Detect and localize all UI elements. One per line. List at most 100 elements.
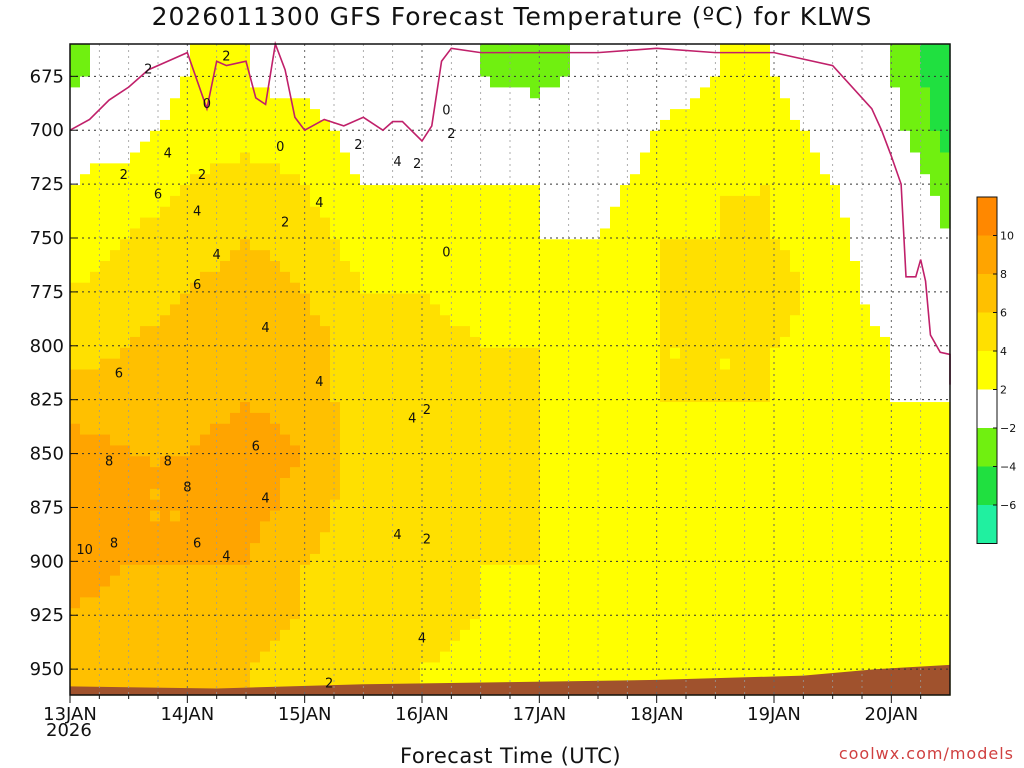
field-cell (400, 586, 411, 598)
field-cell (290, 217, 301, 230)
field-cell (690, 87, 701, 99)
field-cell (160, 402, 171, 414)
field-cell (520, 369, 531, 381)
field-cell (530, 217, 541, 230)
field-cell (80, 478, 91, 490)
field-cell (320, 412, 331, 425)
field-cell (330, 239, 341, 251)
field-cell (700, 174, 711, 186)
field-cell (600, 315, 611, 327)
field-cell (380, 553, 391, 566)
field-cell (510, 673, 521, 685)
field-cell (230, 619, 241, 631)
field-cell (450, 391, 461, 403)
field-cell (750, 532, 761, 544)
field-cell (280, 456, 291, 468)
field-cell (510, 391, 521, 403)
field-cell (400, 130, 411, 143)
field-cell (140, 228, 151, 240)
field-cell (230, 553, 241, 566)
field-cell (780, 543, 791, 555)
field-cell (260, 575, 271, 588)
field-cell (440, 629, 451, 642)
field-cell (780, 445, 791, 457)
field-cell (660, 347, 671, 360)
field-cell (800, 380, 811, 392)
field-cell (120, 380, 131, 392)
field-cell (780, 185, 791, 197)
field-cell (690, 141, 701, 154)
field-cell (710, 402, 721, 414)
field-cell (540, 445, 551, 457)
field-cell (400, 391, 411, 403)
field-cell (570, 261, 581, 273)
field-cell (340, 174, 351, 186)
field-cell (510, 326, 521, 338)
field-cell (390, 315, 401, 327)
field-cell (810, 261, 821, 273)
field-cell (100, 87, 111, 99)
field-cell (620, 673, 631, 685)
field-cell (80, 608, 91, 620)
field-cell (810, 152, 821, 164)
field-cell (420, 87, 431, 99)
field-cell (640, 391, 651, 403)
field-cell (200, 434, 211, 447)
field-cell (490, 293, 501, 305)
field-cell (310, 282, 321, 295)
field-cell (680, 456, 691, 468)
field-cell (330, 119, 341, 132)
field-cell (290, 87, 301, 99)
field-cell (880, 510, 891, 522)
field-cell (710, 575, 721, 588)
field-cell (340, 445, 351, 457)
field-cell (820, 185, 831, 197)
field-cell (70, 564, 81, 577)
field-cell (420, 141, 431, 154)
field-cell (160, 152, 171, 164)
field-cell (430, 521, 441, 533)
field-cell (660, 499, 671, 512)
field-cell (620, 521, 631, 533)
field-cell (700, 586, 711, 598)
field-cell (790, 174, 801, 186)
field-cell (780, 478, 791, 490)
field-cell (610, 87, 621, 99)
field-cell (240, 98, 251, 110)
field-cell (340, 640, 351, 653)
field-cell (750, 217, 761, 230)
field-cell (570, 629, 581, 642)
field-cell (600, 261, 611, 273)
field-cell (500, 304, 511, 316)
field-cell (840, 629, 851, 642)
field-cell (840, 195, 851, 208)
field-cell (100, 543, 111, 555)
field-cell (810, 391, 821, 403)
field-cell (860, 239, 871, 251)
field-cell (830, 195, 841, 208)
field-cell (640, 575, 651, 588)
field-cell (410, 293, 421, 305)
field-cell (240, 651, 251, 664)
field-cell (230, 358, 241, 371)
field-cell (810, 369, 821, 381)
field-cell (660, 423, 671, 436)
field-cell (370, 141, 381, 154)
field-cell (670, 282, 681, 295)
field-cell (650, 326, 661, 338)
field-cell (690, 412, 701, 425)
field-cell (660, 239, 671, 251)
field-cell (880, 434, 891, 447)
field-cell (420, 195, 431, 208)
field-cell (740, 109, 751, 121)
field-cell (590, 673, 601, 685)
field-cell (250, 217, 261, 230)
field-cell (240, 315, 251, 327)
field-cell (400, 619, 411, 631)
field-cell (110, 488, 121, 501)
field-cell (790, 261, 801, 273)
field-cell (680, 488, 691, 501)
field-cell (290, 304, 301, 316)
field-cell (750, 478, 761, 490)
field-cell (270, 412, 281, 425)
